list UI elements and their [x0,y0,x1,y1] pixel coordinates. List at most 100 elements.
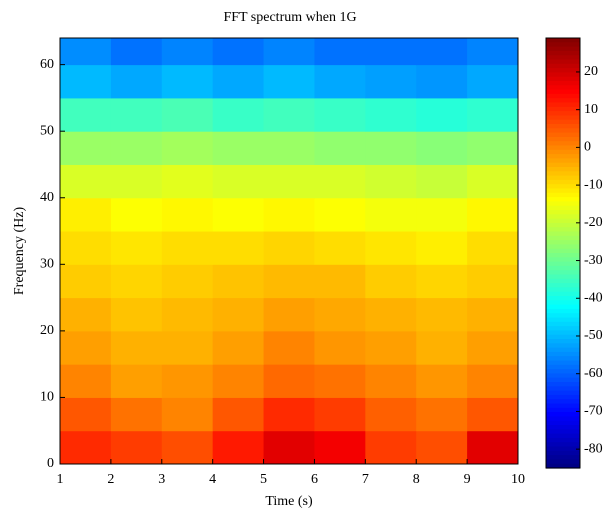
colorbar-segment [546,201,580,207]
colorbar-segment [546,235,580,241]
heatmap-cell [467,197,519,232]
heatmap-cell [263,297,315,332]
colorbar-segment [546,326,580,331]
heatmap-cell [365,264,417,299]
x-tick-label: 6 [311,472,318,487]
colorbar-segment [546,145,580,151]
heatmap-cell [365,38,417,66]
colorbar-segment [546,184,580,190]
heatmap-cell [110,131,163,165]
heatmap-cell [416,97,468,132]
colorbar-segment [546,437,580,443]
colorbar-segment [546,188,580,194]
heatmap-cell [161,164,214,199]
colorbar-segment [546,222,580,228]
colorbar-tick-label: -40 [584,290,603,305]
colorbar-segment [546,399,580,405]
colorbar-segment [546,50,580,56]
heatmap-cell [416,231,468,265]
x-tick-label: 7 [362,472,369,487]
chart-title: FFT spectrum when 1G [223,10,356,25]
colorbar-segment [546,171,580,177]
heatmap-cell [212,38,265,66]
colorbar-segment [546,248,580,254]
colorbar-tick-label: -50 [584,328,603,343]
heatmap-cell [365,131,417,165]
colorbar-segment [546,98,580,104]
heatmap-cell [212,64,265,99]
colorbar-tick-label: -30 [584,253,603,268]
colorbar-segment [546,291,580,297]
y-tick-label: 20 [40,323,54,338]
colorbar-segment [546,304,580,310]
colorbar-segment [546,76,580,82]
colorbar-segment [546,72,580,78]
heatmap-cell [212,430,265,465]
heatmap-cell [60,397,112,432]
heatmap-cell [314,164,366,199]
colorbar-segment [546,356,580,362]
colorbar-segment [546,425,580,430]
heatmap-cell [365,364,417,398]
heatmap-cell [161,131,214,165]
colorbar-segment [546,412,580,417]
colorbar-segment [546,339,580,344]
y-tick-label: 10 [40,390,54,405]
heatmap-cell [416,131,468,165]
heatmap-cell [314,430,366,465]
heatmap-cell [212,297,265,332]
heatmap-cell [467,364,519,398]
colorbar-segment [546,102,580,108]
heatmap-cell [212,264,265,299]
colorbar-segment [546,270,580,276]
heatmap-cell [110,164,163,199]
heatmap-cell [60,430,112,465]
colorbar-segment [546,296,580,301]
heatmap-cell [212,131,265,165]
colorbar-segment [546,149,580,155]
heatmap-cell [365,64,417,99]
colorbar-segment [546,420,580,426]
colorbar-segment [546,154,580,159]
colorbar-segment [546,158,580,164]
colorbar-segment [546,278,580,284]
heatmap-cell [161,430,214,465]
heatmap-cell [60,364,112,398]
heatmap-cell [467,231,519,265]
heatmap-cell [161,330,214,365]
colorbar-segment [546,386,580,392]
colorbar-segment [546,442,580,448]
colorbar-segment [546,455,580,460]
heatmap-cell [314,231,366,265]
x-axis-label: Time (s) [265,494,313,509]
heatmap-cell [212,231,265,265]
colorbar-tick-label: -80 [584,441,603,456]
heatmap-cell [110,64,163,99]
colorbar-segment [546,175,580,181]
heatmap-cell [416,330,468,365]
y-tick-label: 50 [40,123,54,138]
heatmap-cell [263,264,315,299]
heatmap-cell [110,397,163,432]
x-tick-label: 4 [209,472,216,487]
colorbar-tick-label: 0 [584,140,591,155]
heatmap-cell [212,330,265,365]
colorbar-segment [546,347,580,353]
colorbar-segment [546,167,580,172]
heatmap-cell [365,430,417,465]
heatmap-cell [161,364,214,398]
heatmap-cell [110,38,163,66]
colorbar-segment [546,85,580,91]
colorbar-tick-label: -20 [584,215,603,230]
colorbar-segment [546,128,580,134]
colorbar-frame [545,37,581,469]
heatmap-cell [110,330,163,365]
colorbar-segment [546,433,580,439]
heatmap-cell [161,197,214,232]
colorbar-segment [546,210,580,215]
colorbar-segment [546,81,580,86]
heatmap-cell [263,330,315,365]
colorbar-segment [546,253,580,258]
heatmap-cell [314,64,366,99]
colorbar-segment [546,364,580,370]
